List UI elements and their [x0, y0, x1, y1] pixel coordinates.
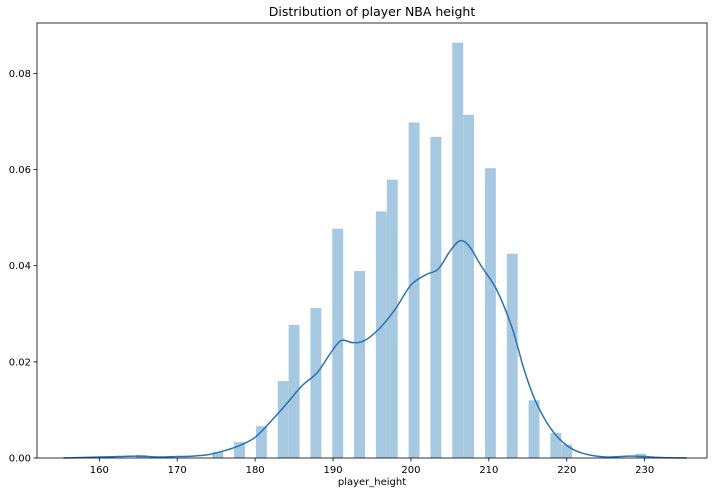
histogram-bar: [234, 442, 246, 458]
chart-title: Distribution of player NBA height: [268, 4, 476, 19]
histogram-bar: [354, 271, 365, 458]
x-tick-label: 200: [401, 465, 420, 476]
y-tick-label: 0.04: [9, 261, 31, 272]
histogram-bar: [408, 122, 420, 458]
histogram-bar: [212, 451, 224, 458]
histogram-bar: [463, 114, 475, 458]
kde-line: [63, 239, 687, 459]
y-tick-label: 0.06: [9, 165, 31, 176]
histogram-bar: [484, 168, 496, 458]
x-tick-label: 220: [557, 465, 576, 476]
histogram-bar: [561, 444, 573, 458]
kde-curve: [63, 239, 687, 459]
histogram-bar: [550, 433, 562, 458]
histogram-bar: [277, 381, 289, 458]
histogram-bars: [103, 42, 647, 459]
x-axis-label: player_height: [337, 477, 407, 488]
histogram-bar: [528, 400, 540, 458]
histogram-bar: [430, 136, 442, 459]
x-tick-label: 170: [168, 465, 187, 476]
histogram-bar: [386, 179, 398, 458]
x-tick-label: 180: [246, 465, 265, 476]
histogram-bar: [288, 324, 300, 458]
axes: 160 170 180 190 200 210 220 230 0.00 0.02 0.04 0.06…: [9, 22, 708, 476]
x-tick-label: 230: [635, 465, 654, 476]
histogram-bar: [310, 308, 322, 458]
histogram-bar: [375, 211, 387, 458]
axes-frame: [36, 22, 708, 459]
x-tick-label: 160: [90, 465, 109, 476]
histogram-bar: [452, 42, 464, 458]
y-tick-label: 0.02: [9, 357, 31, 368]
x-tick-label: 190: [323, 465, 342, 476]
histogram-bar: [255, 426, 267, 458]
x-tick-label: 210: [479, 465, 498, 476]
y-tick-label: 0.08: [9, 69, 31, 80]
y-tick-label: 0.00: [9, 454, 31, 465]
histogram-bar: [506, 253, 518, 458]
